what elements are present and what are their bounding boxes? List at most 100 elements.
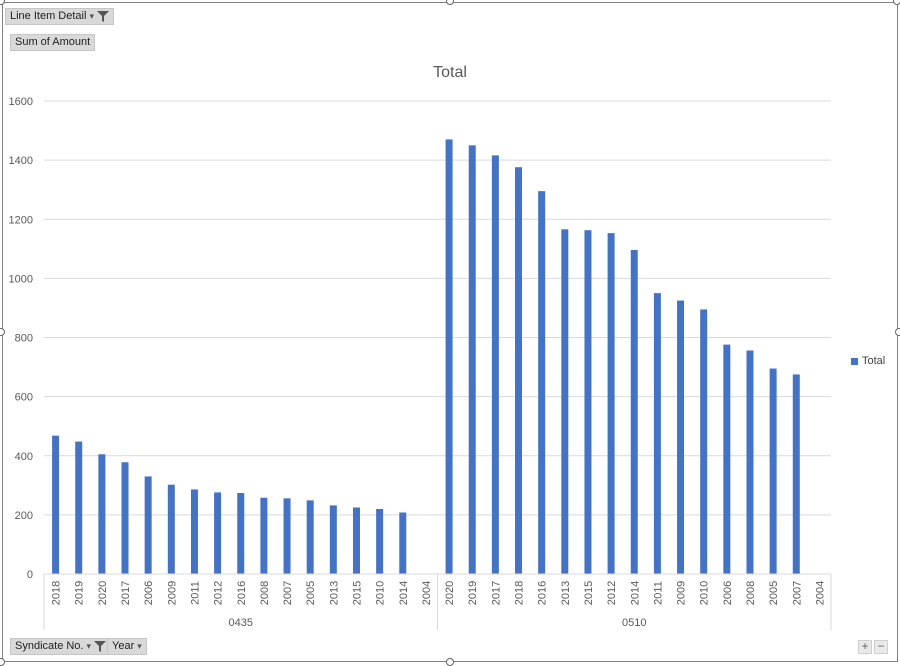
dropdown-arrow-icon: ▾ (86, 641, 92, 651)
bar (75, 441, 83, 574)
filter-funnel-icon (96, 11, 109, 22)
x-tick-label: 2006 (143, 581, 155, 605)
y-tick-label: 800 (15, 333, 33, 345)
year-filter-button[interactable]: Year ▾ (107, 638, 147, 655)
bar (329, 505, 337, 574)
bar (538, 191, 546, 574)
x-tick-label: 2005 (768, 581, 780, 605)
bar (584, 230, 592, 575)
bar (561, 229, 569, 574)
y-tick-label: 600 (15, 392, 33, 404)
bar (52, 435, 60, 574)
legend: Total (851, 355, 885, 367)
bar (769, 368, 777, 574)
y-tick-label: 200 (15, 510, 33, 522)
x-tick-label: 2011 (652, 581, 664, 605)
gridlines (44, 100, 831, 516)
bar (399, 512, 407, 574)
line-item-detail-label: Line Item Detail (10, 10, 87, 22)
bar (352, 507, 360, 574)
bar (144, 476, 152, 574)
bar (98, 454, 106, 574)
x-tick-label: 2012 (213, 581, 225, 605)
syndicate-no-filter-button[interactable]: Syndicate No. ▾ (10, 638, 112, 655)
x-tick-label: 2018 (514, 581, 526, 605)
line-item-detail-filter-button[interactable]: Line Item Detail ▾ (5, 8, 114, 25)
bars (52, 139, 800, 575)
bar (630, 249, 638, 574)
resize-handle-top-left[interactable] (0, 0, 5, 5)
bar (283, 498, 291, 574)
x-tick-label: 2014 (629, 581, 641, 605)
sum-of-amount-field-button[interactable]: Sum of Amount (10, 34, 96, 51)
resize-handle-top[interactable] (446, 0, 454, 5)
bar (515, 167, 523, 574)
bar (653, 293, 661, 574)
x-tick-label: 2019 (467, 581, 479, 605)
dropdown-arrow-icon: ▾ (89, 11, 94, 21)
bar (214, 492, 222, 574)
year-label: Year (112, 640, 135, 652)
group-label: 0510 (622, 617, 646, 629)
x-tick-label: 2008 (259, 581, 271, 605)
filter-funnel-icon (94, 641, 107, 652)
resize-handle-right[interactable] (895, 328, 900, 336)
y-tick-label: 0 (27, 569, 33, 581)
bar (792, 374, 800, 574)
x-tick-label: 2017 (120, 581, 132, 605)
x-tick-label: 2009 (166, 581, 178, 605)
x-tick-label: 2004 (814, 581, 826, 605)
x-tick-label: 2020 (444, 581, 456, 605)
x-tick-label: 2007 (791, 581, 803, 605)
x-tick-label: 2009 (676, 581, 688, 605)
y-tick-label: 1600 (9, 96, 33, 108)
y-tick-label: 1000 (9, 273, 33, 285)
x-tick-label: 2012 (606, 581, 618, 605)
bar (677, 300, 685, 574)
x-tick-label: 2014 (398, 581, 410, 605)
bar (491, 155, 499, 574)
bar (468, 145, 476, 574)
syndicate-no-label: Syndicate No. (15, 640, 84, 652)
x-tick-label: 2013 (328, 581, 340, 605)
bar (723, 344, 731, 574)
x-tick-label: 2004 (421, 581, 433, 605)
x-tick-label: 2018 (51, 581, 63, 605)
bar (167, 484, 175, 574)
x-tick-label: 2006 (722, 581, 734, 605)
x-tick-label: 2008 (745, 581, 757, 605)
x-tick-label: 2017 (490, 581, 502, 605)
x-tick-label: 2019 (74, 581, 86, 605)
bar (121, 462, 129, 574)
bar (190, 489, 198, 574)
x-tick-label: 2015 (583, 581, 595, 605)
bar (700, 309, 708, 574)
dropdown-arrow-icon: ▾ (137, 641, 142, 651)
bar (746, 350, 754, 574)
bar (376, 508, 384, 574)
bar (445, 139, 453, 574)
bar (306, 500, 314, 574)
x-tick-label: 2007 (282, 581, 294, 605)
bar (237, 492, 245, 574)
legend-label-total: Total (862, 355, 886, 367)
y-axis-labels: 0 200 400 600 800 1000 1200 1400 1600 (9, 96, 33, 581)
sum-of-amount-label: Sum of Amount (15, 36, 91, 48)
x-tick-label: 2011 (189, 581, 201, 605)
x-tick-label: 2013 (560, 581, 572, 605)
expand-field-button[interactable]: + (858, 640, 872, 654)
resize-handle-left[interactable] (0, 328, 5, 336)
x-tick-label: 2016 (236, 581, 248, 605)
bar (260, 497, 268, 574)
x-axis-labels: 2018 2019 2020 2017 2006 2009 2011 2012 2016 2008… (51, 581, 827, 629)
x-tick-label: 2010 (699, 581, 711, 605)
chart-title: Total (433, 64, 467, 81)
x-tick-label: 2015 (351, 581, 363, 605)
y-tick-label: 1400 (9, 155, 33, 167)
collapse-field-button[interactable]: − (874, 640, 888, 654)
x-tick-label: 2010 (375, 581, 387, 605)
resize-handle-top-right[interactable] (893, 0, 900, 5)
bar (607, 233, 615, 574)
x-axis (43, 573, 832, 630)
